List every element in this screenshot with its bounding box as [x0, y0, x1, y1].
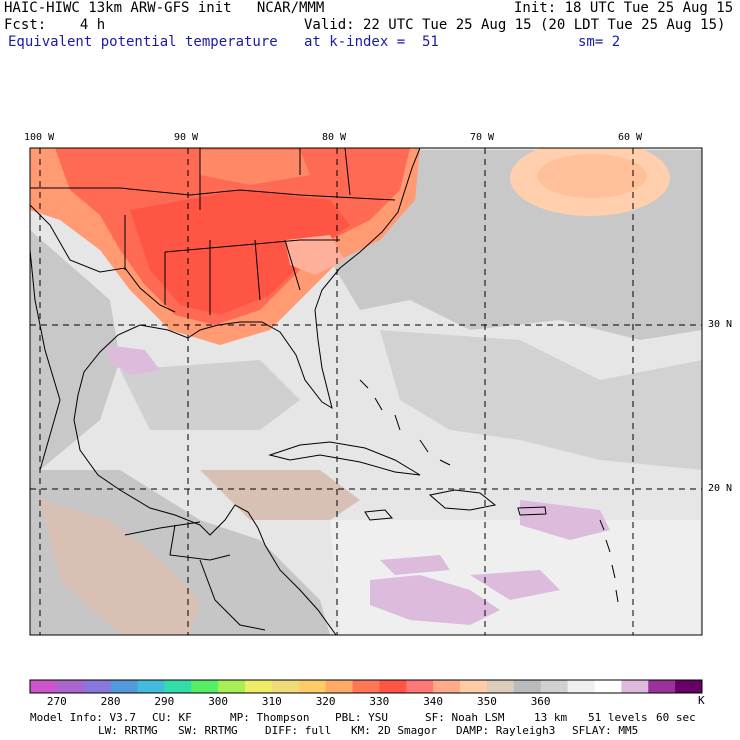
lon-label-80w: 80 W [322, 132, 347, 143]
colorbar-swatch [325, 680, 354, 693]
colorbar-label: 310 [261, 695, 282, 708]
coastlines [30, 148, 619, 635]
colorbar-swatch [137, 680, 165, 693]
field-lavender [370, 575, 500, 625]
footer-cu: CU: KF [152, 711, 192, 724]
footer-lw: LW: RRTMG [98, 724, 158, 737]
colorbar-swatch [56, 680, 85, 693]
valid-time: Valid: 22 UTC Tue 25 Aug 15 (20 LDT Tue … [304, 17, 726, 33]
colorbar-swatch [298, 680, 327, 693]
colorbar-swatch [648, 680, 676, 693]
footer-levels: 51 levels [588, 711, 648, 724]
colorbar-label: 350 [477, 695, 497, 708]
footer-diff: DIFF: full [265, 724, 332, 737]
colorbar-swatch [406, 680, 434, 693]
colorbar-swatch [83, 680, 112, 693]
colorbar-swatch [110, 680, 139, 693]
lat-label-30n: 30 N [708, 319, 733, 330]
colorbar-swatch [460, 680, 488, 693]
smoothing-value: sm= 2 [578, 34, 621, 50]
colorbar-swatch [621, 680, 649, 693]
colorbar-swatch [30, 680, 58, 693]
colorbar-label: 340 [423, 695, 444, 708]
footer-sw: SW: RRTMG [178, 724, 238, 737]
model-title: HAIC-HIWC 13km ARW-GFS init NCAR/MMM [4, 0, 325, 16]
lon-label-70w: 70 W [470, 132, 495, 143]
colorbar-swatch [675, 680, 703, 693]
colorbar-label: 270 [46, 695, 67, 708]
field-atlantic-gray-2 [380, 330, 702, 470]
colorbar-swatch [486, 680, 515, 693]
init-time: Init: 18 UTC Tue 25 Aug 15 [514, 0, 734, 16]
footer-km: KM: 2D Smagor [351, 724, 438, 737]
lon-label-100w: 100 W [24, 132, 55, 143]
colorbar-swatch [164, 680, 192, 693]
footer-pbl: PBL: YSU [335, 711, 388, 724]
colorbar-swatch [191, 680, 219, 693]
colorbar-label: 330 [369, 695, 390, 708]
colorbar-swatch [567, 680, 595, 693]
graticule [30, 148, 702, 635]
colorbar-unit: K [698, 694, 705, 707]
level-index: at k-index = 51 [304, 34, 439, 50]
field-name: Equivalent potential temperature [8, 34, 278, 50]
colorbar-label: 360 [530, 695, 551, 708]
colorbar-swatch [271, 680, 300, 693]
footer-timestep: 60 sec [656, 711, 696, 724]
footer-sf: SF: Noah LSM [425, 711, 505, 724]
colorbar-swatch [540, 680, 569, 693]
colorbar-swatch [594, 680, 622, 693]
colorbar-swatch [352, 680, 380, 693]
colorbar-swatch [218, 680, 246, 693]
footer-mp: MP: Thompson [230, 711, 310, 724]
colorbar-label: 300 [208, 695, 229, 708]
footer-model-info: Model Info: V3.7 [30, 711, 136, 724]
colorbar-label: 280 [100, 695, 121, 708]
colorbar-swatch [513, 680, 542, 693]
colorbar-swatch [245, 680, 273, 693]
lon-label-60w: 60 W [618, 132, 643, 143]
colorbar-label: 290 [154, 695, 175, 708]
forecast-hour: Fcst: 4 h [4, 17, 106, 33]
colorbar-swatch [433, 680, 461, 693]
footer-damp: DAMP: Rayleigh3 [456, 724, 556, 737]
colorbar-swatch [379, 680, 407, 693]
colorbar-label: 320 [315, 695, 336, 708]
footer-res: 13 km [534, 711, 568, 724]
field-gulf-gray [30, 230, 120, 470]
footer-sflay: SFLAY: MM5 [572, 724, 639, 737]
lon-label-90w: 90 W [174, 132, 199, 143]
lat-label-20n: 20 N [708, 483, 733, 494]
